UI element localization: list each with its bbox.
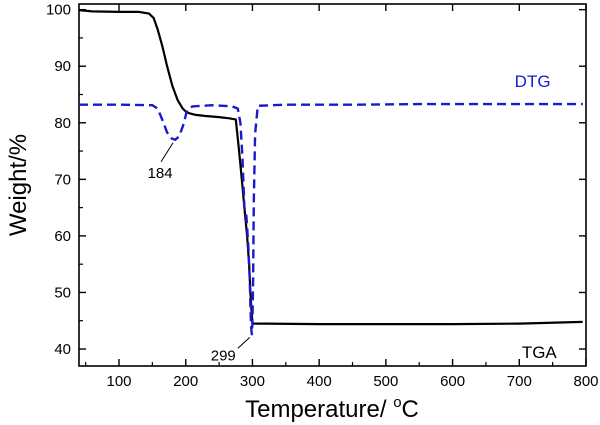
x-axis-title-unit: C	[402, 396, 419, 423]
x-tick-label: 500	[373, 373, 398, 390]
plot-frame	[78, 3, 587, 367]
x-tick-label: 700	[507, 373, 532, 390]
series-line-dtg	[79, 102, 583, 336]
series-label-tga: TGA	[522, 343, 558, 362]
y-tick-label: 40	[54, 341, 71, 358]
annotation-leader	[160, 142, 174, 163]
y-tick-label: 80	[54, 115, 71, 132]
axis-ticks: 100 200 300 400 500 600 700 800 40 50 60 70 80 90 100	[46, 2, 599, 390]
series-line-tga	[78, 9, 583, 326]
y-tick-label: 90	[54, 58, 71, 75]
x-axis-title-degree: o	[393, 394, 401, 411]
annotation-184: 184	[148, 165, 173, 182]
x-axis-title: Temperature/ oC	[245, 394, 419, 423]
x-tick-label: 800	[573, 373, 598, 390]
x-axis-title-text: Temperature/	[245, 396, 393, 423]
x-tick-label: 200	[173, 373, 198, 390]
y-tick-label: 60	[54, 228, 71, 245]
x-tick-label: 100	[107, 373, 132, 390]
series-label-dtg: DTG	[515, 72, 551, 91]
x-tick-label: 400	[307, 373, 332, 390]
x-tick-label: 300	[240, 373, 265, 390]
y-tick-label: 100	[46, 2, 71, 19]
annotation-leader	[237, 336, 251, 349]
annotation-299: 299	[211, 347, 236, 364]
x-tick-label: 600	[440, 373, 465, 390]
series-lines	[78, 9, 583, 336]
y-axis-title: Weight/%	[5, 134, 32, 236]
annotations: 184 299 DTG TGA	[148, 72, 558, 364]
y-tick-label: 50	[54, 284, 71, 301]
y-tick-label: 70	[54, 171, 71, 188]
